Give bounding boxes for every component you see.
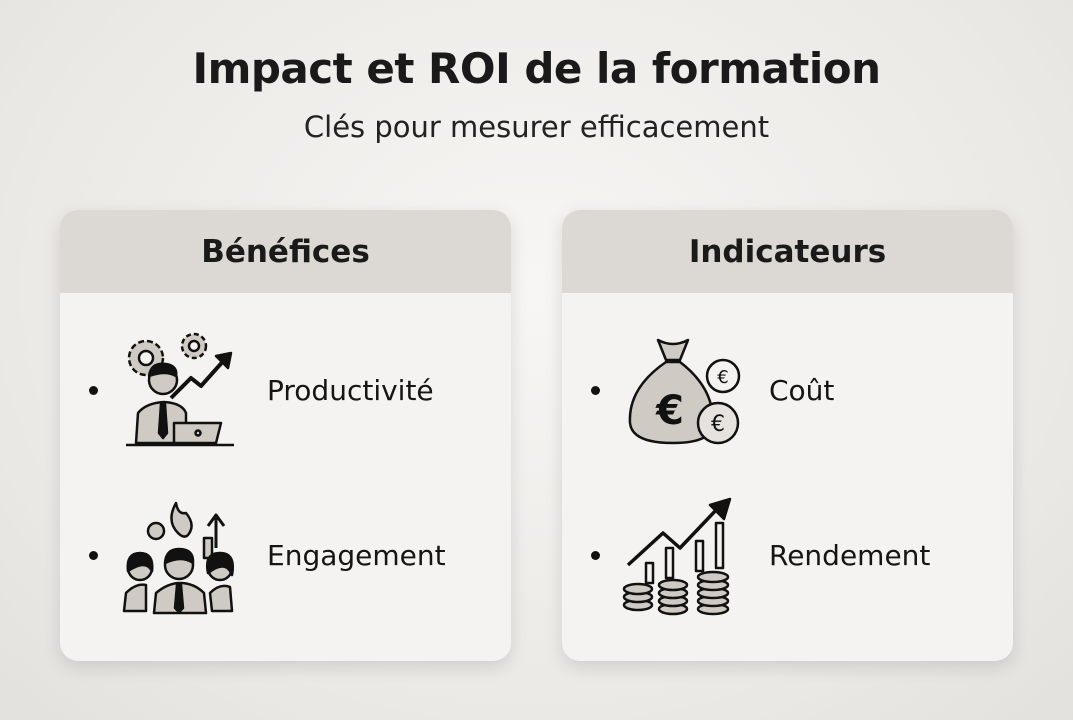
card-indicateurs: Indicateurs € € € Coût Rendement bbox=[562, 210, 1013, 661]
svg-text:€: € bbox=[717, 367, 728, 388]
list-item: Engagement bbox=[60, 490, 511, 620]
list-item: Productivité bbox=[60, 325, 511, 455]
bullet bbox=[591, 550, 600, 560]
item-label: Rendement bbox=[769, 538, 931, 572]
card-benefices: Bénéfices Productivité Engagement bbox=[60, 210, 511, 661]
team-flame-growth-icon bbox=[122, 501, 234, 614]
item-label: Productivité bbox=[267, 373, 434, 407]
list-item: Rendement bbox=[562, 490, 1013, 620]
card-heading: Bénéfices bbox=[60, 210, 511, 293]
item-label: Engagement bbox=[267, 538, 446, 572]
item-label: Coût bbox=[769, 373, 835, 407]
page-subtitle: Clés pour mesurer efficacement bbox=[303, 110, 770, 144]
euro-coins-growth-chart-icon bbox=[622, 497, 732, 615]
svg-text:€: € bbox=[655, 388, 684, 434]
bullet bbox=[591, 385, 600, 395]
page-title: Impact et ROI de la formation bbox=[192, 44, 881, 93]
card-heading: Indicateurs bbox=[562, 210, 1013, 293]
bullet bbox=[89, 385, 98, 395]
list-item: € € € Coût bbox=[562, 325, 1013, 455]
euro-money-bag-icon: € € € bbox=[628, 338, 741, 444]
svg-text:€: € bbox=[711, 412, 725, 437]
bullet bbox=[89, 550, 98, 560]
worker-gears-growth-icon bbox=[126, 332, 234, 446]
